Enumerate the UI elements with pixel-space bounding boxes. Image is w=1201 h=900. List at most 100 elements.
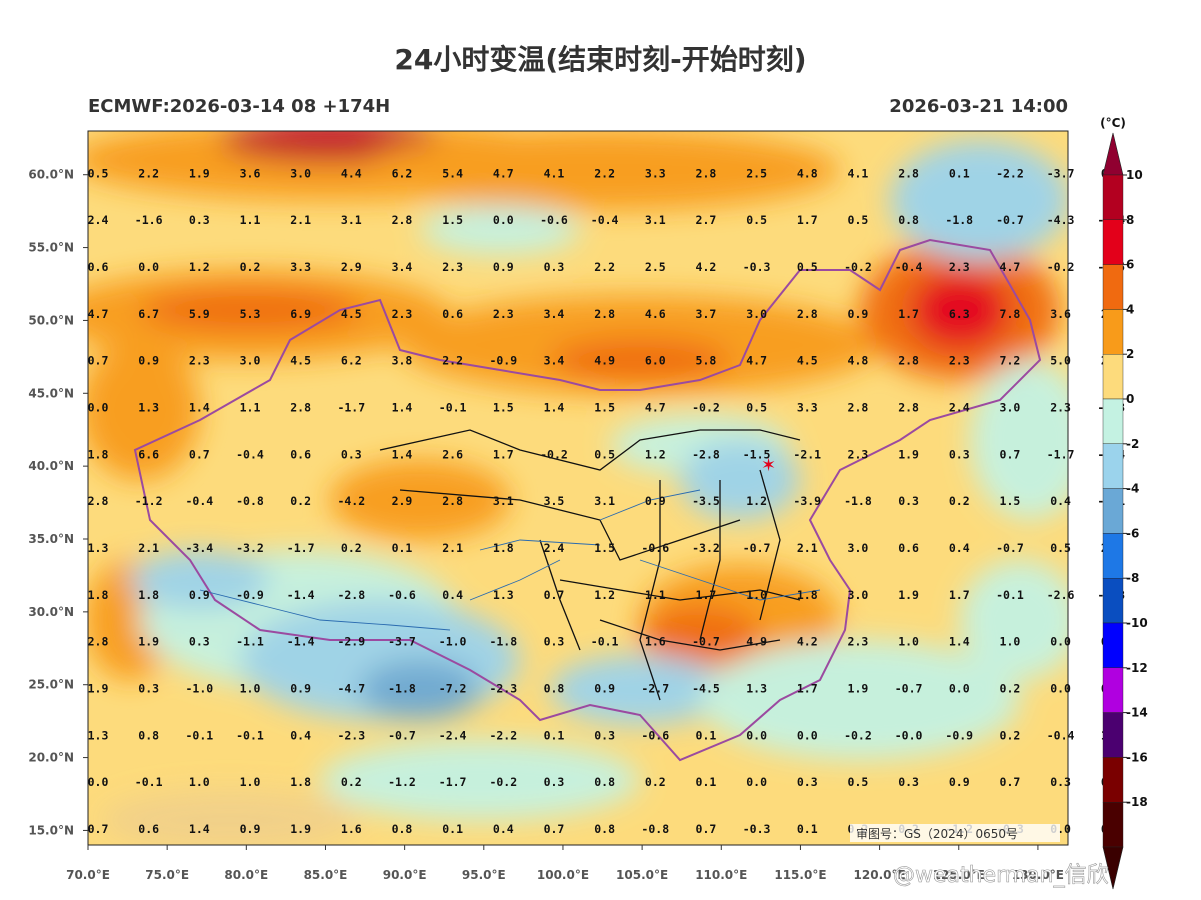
grid-value: -1.8 <box>844 494 872 508</box>
grid-value: 2.4 <box>949 400 970 414</box>
grid-value: -0.2 <box>540 447 568 461</box>
lon-tick-label: 130.0°E <box>1012 868 1064 882</box>
watermark: @weatherman_信欣 <box>893 863 1109 888</box>
grid-value: 1.1 <box>240 213 261 227</box>
grid-value: 0.3 <box>189 213 210 227</box>
grid-value: -2.6 <box>1047 588 1075 602</box>
grid-value: -1.1 <box>236 635 264 649</box>
lat-tick-label: 45.0°N <box>28 386 74 400</box>
grid-value: 2.8 <box>290 400 311 414</box>
grid-value: 0.8 <box>138 728 159 742</box>
grid-value: 2.9 <box>392 494 413 508</box>
colorbar-label: 4 <box>1126 302 1134 316</box>
colorbar-segment <box>1102 398 1124 444</box>
grid-value: 2.8 <box>442 494 463 508</box>
grid-value: 3.0 <box>848 588 869 602</box>
grid-value: 1.2 <box>746 494 767 508</box>
grid-value: 2.8 <box>848 400 869 414</box>
grid-value: -0.8 <box>236 494 264 508</box>
grid-value: 1.5 <box>1000 494 1021 508</box>
grid-value: 0.5 <box>88 166 109 180</box>
grid-value: -4.5 <box>692 681 720 695</box>
grid-value: 3.5 <box>544 494 565 508</box>
grid-value: 3.3 <box>645 166 666 180</box>
grid-value: 0.0 <box>1050 635 1071 649</box>
grid-value: 1.5 <box>493 400 514 414</box>
grid-value: 1.4 <box>392 447 413 461</box>
grid-value: 0.5 <box>797 260 818 274</box>
grid-value: 0.0 <box>88 775 109 789</box>
grid-value: -3.5 <box>692 494 720 508</box>
grid-value: 1.7 <box>493 447 514 461</box>
grid-value: 0.3 <box>898 775 919 789</box>
grid-value: 1.7 <box>949 588 970 602</box>
grid-value: 1.4 <box>189 822 210 836</box>
grid-value: 1.6 <box>341 822 362 836</box>
grid-value: 1.2 <box>189 260 210 274</box>
grid-value: 0.0 <box>797 728 818 742</box>
grid-value: -4.3 <box>1047 213 1075 227</box>
grid-value: 0.2 <box>1000 681 1021 695</box>
grid-value: 0.1 <box>696 728 717 742</box>
colorbar-label: -18 <box>1126 795 1148 809</box>
grid-value: 2.8 <box>88 635 109 649</box>
grid-value: 2.8 <box>392 213 413 227</box>
grid-value: 0.6 <box>88 260 109 274</box>
grid-value: 7.8 <box>1000 307 1021 321</box>
grid-value: 1.9 <box>88 681 109 695</box>
grid-value: 1.8 <box>290 775 311 789</box>
country-border <box>133 238 1042 762</box>
grid-value: -0.7 <box>743 541 771 555</box>
grid-value: 2.5 <box>746 166 767 180</box>
grid-value: -0.4 <box>185 494 213 508</box>
grid-value: 2.3 <box>392 307 413 321</box>
grid-value: 2.6 <box>442 447 463 461</box>
grid-value: 0.5 <box>594 447 615 461</box>
colorbar-segment <box>1102 309 1124 355</box>
grid-value: 1.3 <box>88 541 109 555</box>
grid-value: -0.1 <box>591 635 619 649</box>
grid-value: -0.9 <box>236 588 264 602</box>
grid-value: 3.0 <box>848 541 869 555</box>
grid-value: -2.9 <box>337 635 365 649</box>
grid-value: 0.3 <box>138 681 159 695</box>
colorbar-segment <box>1102 174 1124 220</box>
grid-value: 2.1 <box>290 213 311 227</box>
grid-value: 1.8 <box>88 447 109 461</box>
grid-value: 0.3 <box>341 447 362 461</box>
grid-value: 2.5 <box>645 260 666 274</box>
lon-tick-label: 120.0°E <box>854 868 906 882</box>
grid-value: 0.4 <box>290 728 311 742</box>
grid-value: -1.8 <box>489 635 517 649</box>
grid-value: -0.7 <box>996 541 1024 555</box>
grid-value: 4.4 <box>341 166 362 180</box>
grid-value: 4.7 <box>493 166 514 180</box>
model-run-label: ECMWF:2026-03-14 08 +174H <box>88 96 391 117</box>
grid-value: 0.5 <box>746 213 767 227</box>
grid-value: 1.4 <box>189 400 210 414</box>
grid-value: 1.8 <box>88 588 109 602</box>
grid-value: 1.0 <box>898 635 919 649</box>
grid-value: 1.3 <box>88 728 109 742</box>
grid-value: 0.6 <box>138 822 159 836</box>
grid-value: 1.9 <box>848 681 869 695</box>
grid-value: 4.6 <box>645 307 666 321</box>
lat-tick-label: 50.0°N <box>28 313 74 327</box>
grid-value: 1.0 <box>189 775 210 789</box>
grid-value: -0.6 <box>641 541 669 555</box>
colorbar-label: 6 <box>1126 258 1134 272</box>
lon-tick-label: 110.0°E <box>695 868 747 882</box>
lon-tick-label: 80.0°E <box>224 868 268 882</box>
grid-value: 4.7 <box>1000 260 1021 274</box>
grid-value: -1.7 <box>439 775 467 789</box>
grid-value: -0.3 <box>743 260 771 274</box>
grid-value: 2.3 <box>493 307 514 321</box>
grid-value: -3.7 <box>388 635 416 649</box>
grid-value: -3.7 <box>1047 166 1075 180</box>
approval-box <box>850 824 1060 842</box>
grid-value: -0.3 <box>743 822 771 836</box>
grid-value-labels: 0.5 2.2 1.9 3.6 3.0 4.4 6.2 5.4 4.7 4.1 2.2 3.3 2.8 2… <box>88 166 1126 836</box>
grid-value: 3.3 <box>290 260 311 274</box>
grid-value: -1.2 <box>388 775 416 789</box>
colorbar-label: -8 <box>1126 571 1139 585</box>
